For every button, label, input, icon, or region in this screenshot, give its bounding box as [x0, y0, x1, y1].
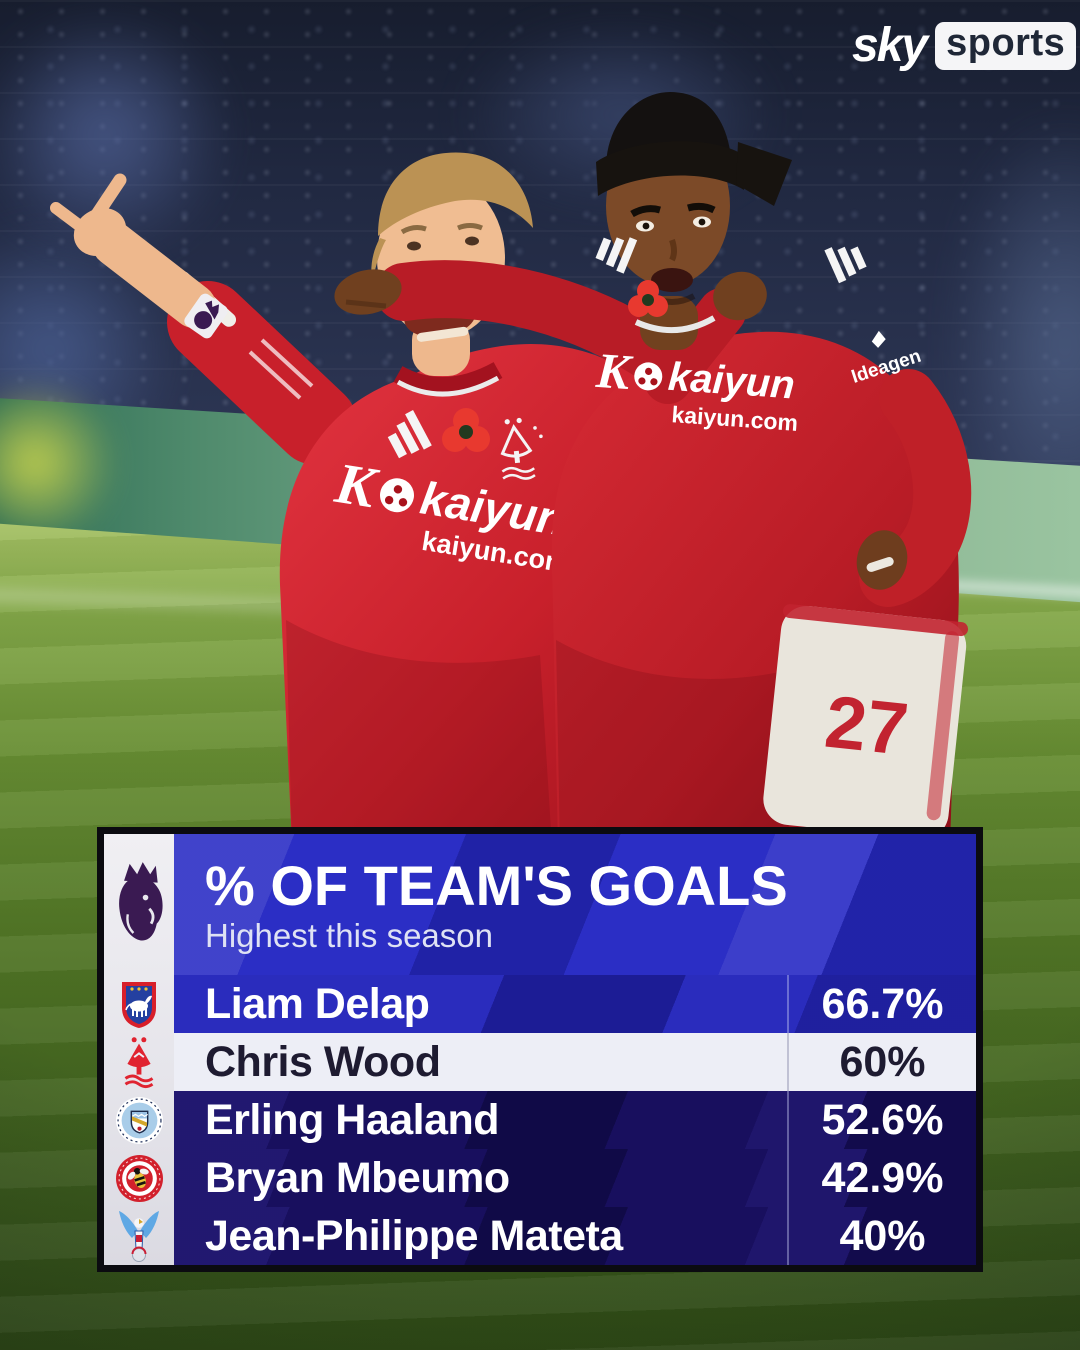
percentage-value: 40% — [787, 1207, 976, 1265]
percentage-value: 60% — [787, 1033, 976, 1091]
table-row: Jean-Philippe Mateta 40% — [174, 1207, 976, 1265]
stats-title: % OF TEAM'S GOALS — [205, 853, 788, 917]
badge-slot-brentford — [104, 1149, 174, 1207]
sports-wordmark-box: sports — [935, 21, 1077, 70]
crystal-palace-badge-icon — [119, 1211, 159, 1262]
table-row: Bryan Mbeumo 42.9% — [174, 1149, 976, 1207]
hair-left-player — [378, 152, 533, 236]
percentage-value: 42.9% — [787, 1149, 976, 1207]
player-name: Liam Delap — [205, 979, 430, 1028]
bee-icon — [127, 1167, 149, 1188]
club-badge-column — [104, 834, 174, 1265]
badge-slot-nottingham-forest — [104, 1033, 174, 1091]
stats-content: % OF TEAM'S GOALS Highest this season Li… — [174, 834, 976, 1265]
badge-slot-crystal-palace — [104, 1207, 174, 1265]
badge-slot-man-city — [104, 1091, 174, 1149]
premier-league-lion-icon — [119, 861, 163, 941]
player-name: Bryan Mbeumo — [205, 1153, 510, 1202]
sponsor-text: kaiyun — [667, 355, 796, 408]
ipswich-town-badge-icon — [122, 982, 156, 1028]
player-name: Jean-Philippe Mateta — [205, 1211, 623, 1260]
stats-subtitle: Highest this season — [205, 916, 493, 954]
hand-on-shoulder — [334, 269, 402, 315]
badge-slot-ipswich — [104, 975, 174, 1033]
clenched-fist — [713, 271, 767, 321]
premier-league-sleeve-badge — [184, 293, 228, 339]
brentford-badge-icon — [115, 1154, 163, 1202]
open-mouth — [651, 268, 693, 292]
adidas-stripes-icon — [824, 246, 867, 284]
player-right: 27 Ideagen — [334, 92, 972, 847]
player-name: Erling Haaland — [205, 1095, 500, 1144]
percentage-value: 66.7% — [787, 975, 976, 1033]
table-row: Liam Delap 66.7% — [174, 975, 976, 1033]
sports-wordmark: sports — [946, 21, 1066, 64]
poppy-badge-icon — [628, 280, 668, 317]
percentage-value: 52.6% — [787, 1091, 976, 1149]
shorts: 27 — [763, 604, 969, 840]
badge-slot-premier-league — [104, 834, 174, 975]
table-row: Erling Haaland 52.6% — [174, 1091, 976, 1149]
sky-sports-logo: sky sports — [852, 18, 1077, 73]
forest-crest-icon — [500, 417, 543, 480]
adidas-stripes-icon — [595, 237, 638, 274]
manchester-city-badge-icon — [115, 1096, 163, 1144]
poppy-badge-icon — [442, 408, 490, 452]
player-name: Chris Wood — [205, 1037, 441, 1086]
nottingham-forest-badge-icon — [124, 1037, 154, 1089]
shorts-number: 27 — [821, 680, 912, 771]
stats-header: % OF TEAM'S GOALS Highest this season — [174, 834, 976, 975]
headband — [596, 141, 792, 206]
sponsor-k-mark: K — [594, 342, 636, 401]
hand-gripping-shirt — [856, 530, 908, 590]
adidas-stripes-icon — [387, 410, 432, 459]
sky-wordmark: sky — [852, 19, 928, 72]
stats-table: % OF TEAM'S GOALS Highest this season Li… — [97, 827, 983, 1272]
table-row-highlighted: Chris Wood 60% — [174, 1033, 976, 1091]
